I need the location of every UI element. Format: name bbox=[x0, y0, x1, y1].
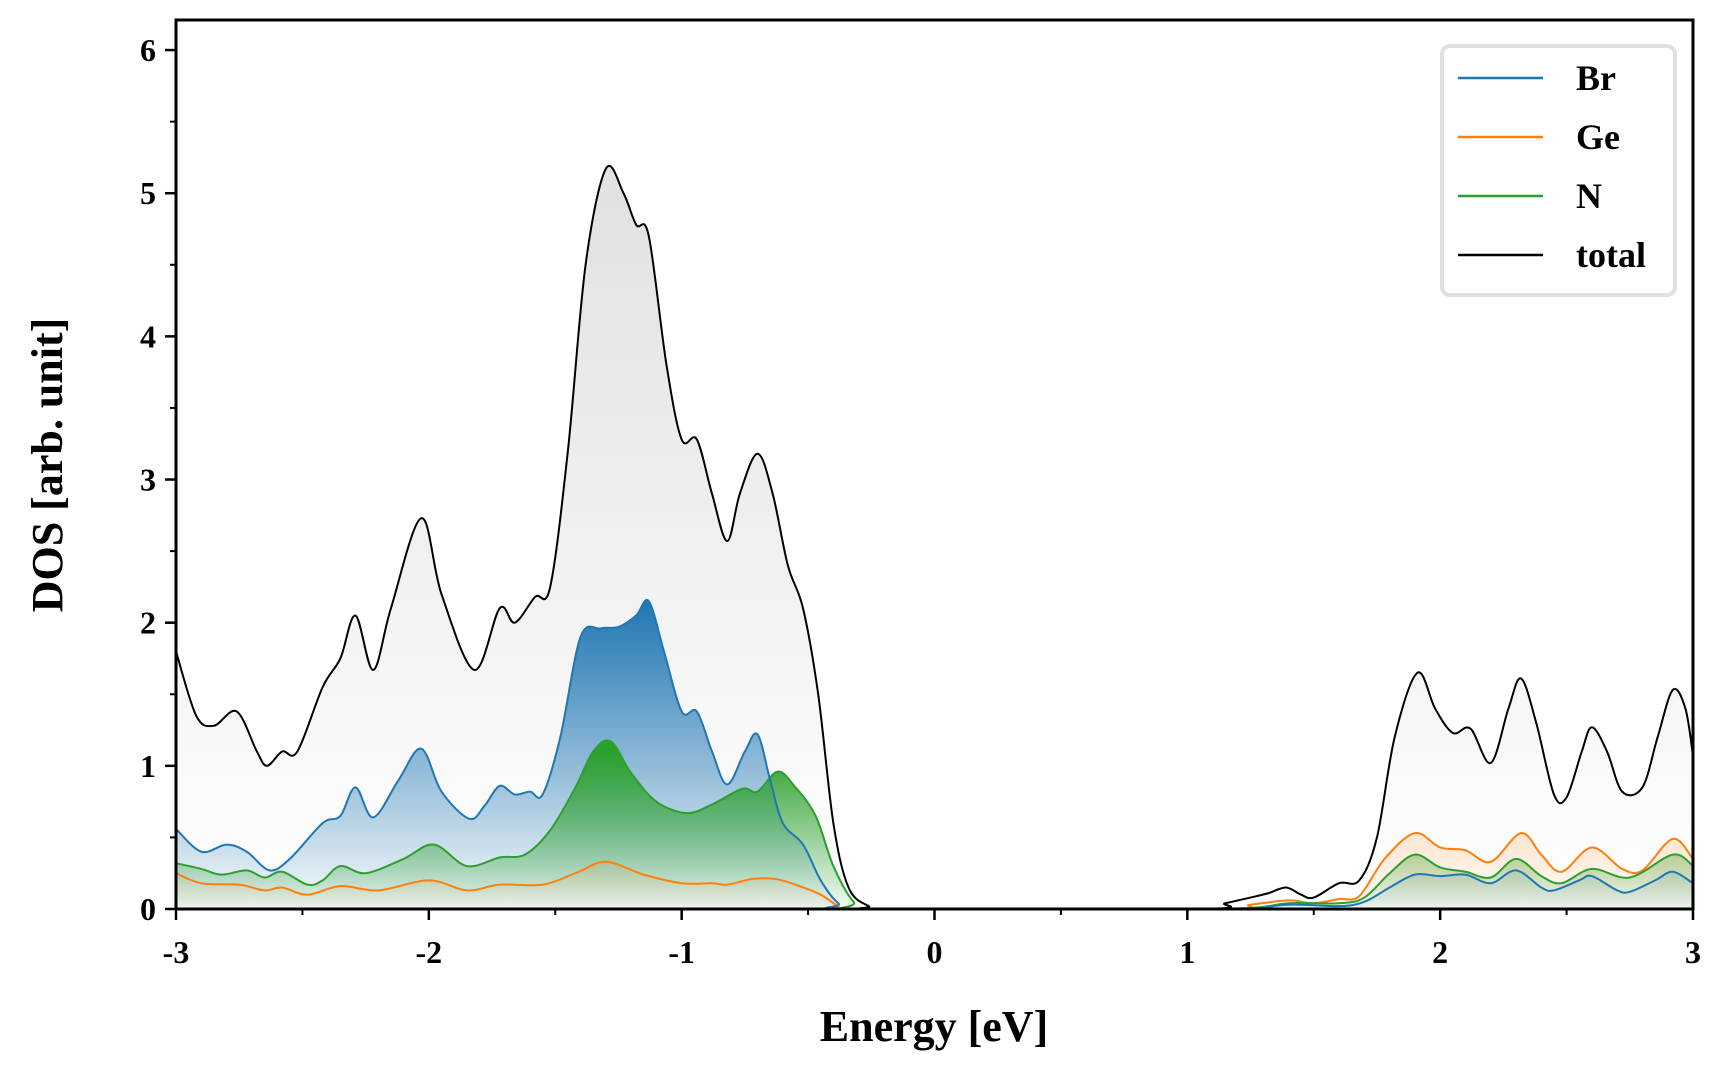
legend-item-total: total bbox=[1458, 235, 1646, 275]
legend-item-n: N bbox=[1458, 176, 1602, 216]
y-tick-label: 3 bbox=[140, 462, 156, 498]
line-br bbox=[176, 598, 1693, 909]
y-tick-label: 2 bbox=[140, 605, 156, 641]
line-total bbox=[176, 165, 1693, 909]
y-tick-label: 5 bbox=[140, 175, 156, 211]
line-n bbox=[176, 739, 1693, 909]
x-tick-label: -2 bbox=[416, 934, 443, 970]
legend-box bbox=[1440, 44, 1677, 297]
y-axis-label: DOS [arb. unit] bbox=[23, 318, 72, 613]
x-tick-label: 3 bbox=[1685, 934, 1701, 970]
legend-label: Br bbox=[1576, 58, 1616, 98]
y-tick-label: 6 bbox=[140, 32, 156, 68]
fill-ge bbox=[176, 832, 1693, 909]
x-tick-label: -3 bbox=[163, 934, 190, 970]
fill-n bbox=[176, 740, 1693, 909]
legend-item-ge: Ge bbox=[1458, 117, 1620, 157]
legend-label: N bbox=[1576, 176, 1602, 216]
x-tick-label: -1 bbox=[668, 934, 695, 970]
y-tick-label: 1 bbox=[140, 748, 156, 784]
x-tick-label: 0 bbox=[927, 934, 943, 970]
x-tick-label: 2 bbox=[1432, 934, 1448, 970]
fill-total bbox=[176, 165, 1693, 909]
y-tick-label: 4 bbox=[140, 318, 156, 354]
x-tick-label: 1 bbox=[1179, 934, 1195, 970]
y-tick-label: 0 bbox=[140, 891, 156, 927]
line-ge bbox=[176, 832, 1693, 909]
legend-label: total bbox=[1576, 235, 1646, 275]
plot-frame bbox=[174, 18, 1695, 911]
legend-item-br: Br bbox=[1458, 58, 1616, 98]
legend-label: Ge bbox=[1576, 117, 1620, 157]
x-axis-label: Energy [eV] bbox=[820, 1002, 1049, 1051]
